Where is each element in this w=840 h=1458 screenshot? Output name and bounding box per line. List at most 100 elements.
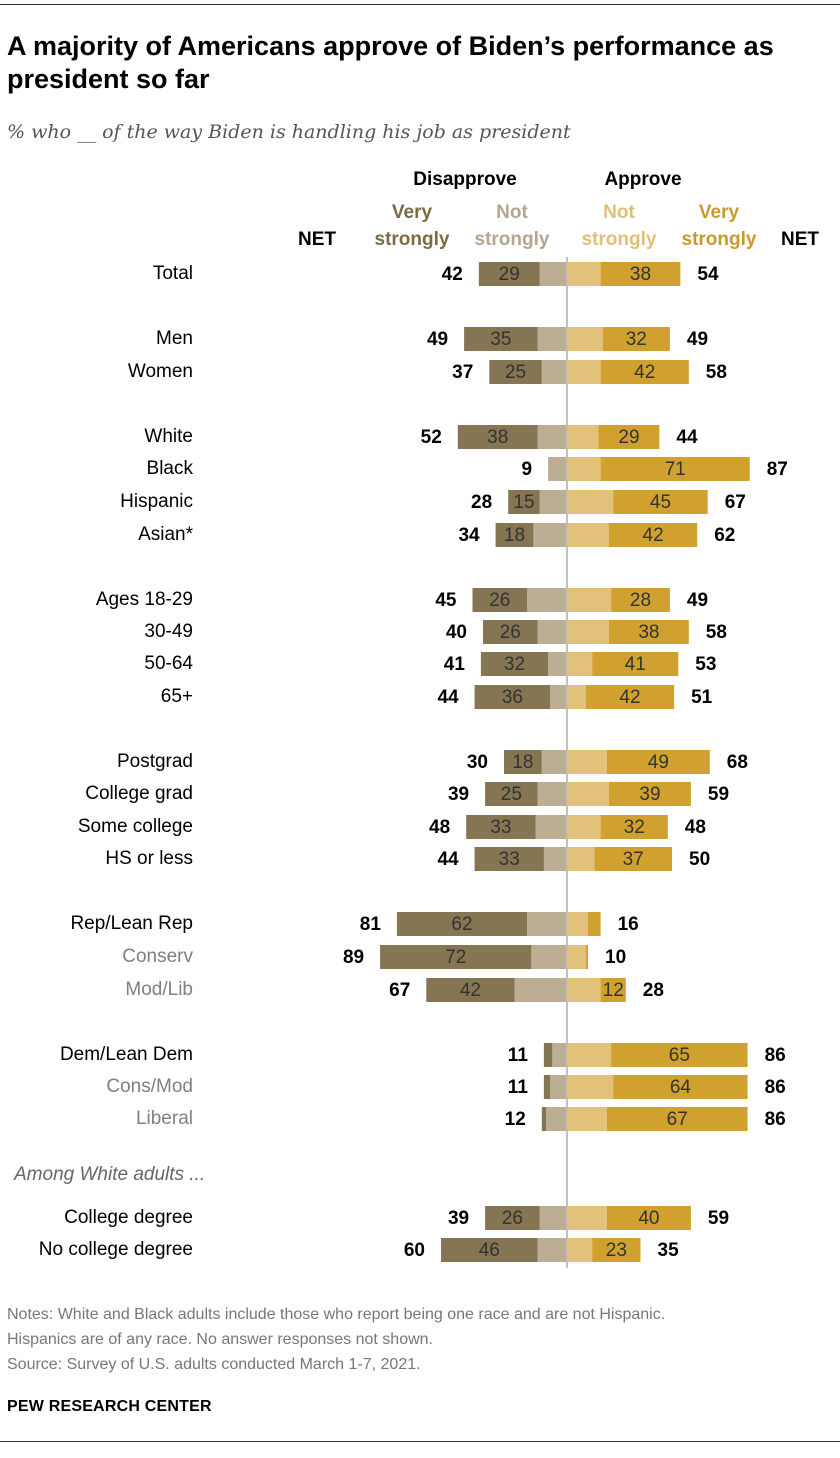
header-net-left: NET xyxy=(298,229,336,250)
bar-app-not-total xyxy=(567,262,601,286)
bar-app-very-white xyxy=(598,425,660,449)
row-label-postgrad: Postgrad xyxy=(117,751,193,772)
label-dis-net-conserv: 89 xyxy=(343,947,364,968)
bar-app-very-some-college xyxy=(600,815,668,839)
bar-dis-very-men xyxy=(464,327,538,351)
bar-dis-very-liberal xyxy=(541,1107,546,1131)
bar-dis-not-some-college xyxy=(535,815,567,839)
bar-dis-not-asian- xyxy=(533,523,567,547)
bar-app-very-65- xyxy=(585,685,675,709)
label-dis-very-men: 35 xyxy=(490,329,511,350)
row-label-some-college: Some college xyxy=(78,816,193,837)
label-app-net-cons-mod: 86 xyxy=(765,1077,786,1098)
label-app-very-black: 71 xyxy=(665,459,686,480)
label-dis-net-white: 52 xyxy=(421,427,442,448)
bar-app-very-no-college-degree xyxy=(592,1238,641,1262)
label-dis-very-college-degree: 26 xyxy=(502,1208,523,1229)
row-label-total: Total xyxy=(153,263,193,284)
bar-app-not-hispanic xyxy=(567,490,614,514)
bar-app-not-black xyxy=(567,457,601,481)
bar-app-very-hs-or-less xyxy=(594,847,672,871)
row-label-hs-or-less: HS or less xyxy=(105,848,193,869)
label-app-very-men: 32 xyxy=(626,329,647,350)
header-approve: Approve xyxy=(604,169,681,190)
bar-dis-not-men xyxy=(537,327,567,351)
row-label-50-64: 50-64 xyxy=(144,653,193,674)
bar-app-very-college-grad xyxy=(609,782,691,806)
label-dis-net-college-grad: 39 xyxy=(448,784,469,805)
bar-app-not-college-grad xyxy=(567,782,609,806)
label-dis-net-college-degree: 39 xyxy=(448,1208,469,1229)
label-app-very-some-college: 32 xyxy=(624,817,645,838)
bar-dis-not-50-64 xyxy=(548,652,567,676)
bar-app-not-ages-18-29 xyxy=(567,588,612,612)
label-app-net-total: 54 xyxy=(697,264,719,285)
label-app-net-no-college-degree: 35 xyxy=(658,1240,680,1261)
label-app-very-postgrad: 49 xyxy=(648,752,669,773)
bar-dis-not-total xyxy=(539,262,567,286)
label-dis-net-65-: 44 xyxy=(437,687,459,708)
bar-app-not-30-49 xyxy=(567,620,609,644)
bar-app-not-cons-mod xyxy=(567,1075,614,1099)
bar-dis-very-ages-18-29 xyxy=(472,588,528,612)
row-label-cons-mod: Cons/Mod xyxy=(106,1076,193,1097)
chart-subtitle: % who __ of the way Biden is handling hi… xyxy=(7,121,571,143)
label-app-very-white: 29 xyxy=(618,427,639,448)
label-app-net-white: 44 xyxy=(676,427,698,448)
bar-dis-very-dem-lean-dem xyxy=(543,1043,553,1067)
label-app-net-30-49: 58 xyxy=(706,622,727,643)
label-app-very-college-grad: 39 xyxy=(639,784,660,805)
header-dis-very-strongly-line2: strongly xyxy=(375,229,450,250)
bar-app-not-women xyxy=(567,360,601,384)
bar-dis-very-postgrad xyxy=(504,750,542,774)
section-label-white-adults: Among White adults ... xyxy=(13,1164,205,1185)
bar-dis-very-30-49 xyxy=(483,620,538,644)
bar-app-not-men xyxy=(567,327,603,351)
row-label-black: Black xyxy=(147,458,194,479)
label-app-net-rep-lean-rep: 16 xyxy=(618,914,639,935)
chart-title: A majority of Americans approve of Biden… xyxy=(7,31,774,94)
row-label-liberal: Liberal xyxy=(136,1108,193,1129)
notes-line-2: Hispanics are of any race. No answer res… xyxy=(7,1331,433,1348)
row-label-30-49: 30-49 xyxy=(144,621,193,642)
bar-app-not-mod-lib xyxy=(567,978,601,1002)
row-label-white: White xyxy=(144,426,193,447)
bar-app-very-cons-mod xyxy=(613,1075,748,1099)
bar-dis-very-hispanic xyxy=(508,490,540,514)
bar-dis-not-65- xyxy=(550,685,567,709)
label-app-net-black: 87 xyxy=(767,459,788,480)
label-dis-very-rep-lean-rep: 62 xyxy=(451,914,472,935)
bar-dis-very-50-64 xyxy=(480,652,549,676)
label-dis-very-some-college: 33 xyxy=(490,817,511,838)
label-app-very-no-college-degree: 23 xyxy=(606,1240,627,1261)
label-dis-net-some-college: 48 xyxy=(429,817,450,838)
pew-brand: PEW RESEARCH CENTER xyxy=(7,1398,212,1415)
label-dis-very-asian-: 18 xyxy=(504,525,525,546)
bar-app-very-rep-lean-rep xyxy=(588,912,601,936)
label-dis-net-asian-: 34 xyxy=(458,525,480,546)
label-app-very-50-64: 41 xyxy=(625,654,646,675)
label-app-net-hs-or-less: 50 xyxy=(689,849,710,870)
bar-dis-very-65- xyxy=(474,685,551,709)
label-app-very-30-49: 38 xyxy=(638,622,659,643)
bar-dis-not-30-49 xyxy=(537,620,567,644)
top-rule xyxy=(0,4,840,5)
bar-dis-very-college-degree xyxy=(485,1206,540,1230)
header-app-not-strongly-line1: Not xyxy=(603,202,635,223)
label-dis-net-ages-18-29: 45 xyxy=(435,590,457,611)
header-app-very-strongly-line1: Very xyxy=(699,202,740,223)
notes-line-1: Notes: White and Black adults include th… xyxy=(7,1306,666,1323)
label-app-net-college-degree: 59 xyxy=(708,1208,729,1229)
bar-app-not-postgrad xyxy=(567,750,607,774)
bar-app-very-mod-lib xyxy=(600,978,626,1002)
label-dis-net-dem-lean-dem: 11 xyxy=(508,1045,529,1066)
bar-app-not-some-college xyxy=(567,815,601,839)
header-app-very-strongly-line2: strongly xyxy=(682,229,757,250)
bar-app-not-50-64 xyxy=(567,652,593,676)
bar-app-not-65- xyxy=(567,685,586,709)
bar-app-very-men xyxy=(602,327,670,351)
bar-dis-very-college-grad xyxy=(485,782,538,806)
row-label-mod-lib: Mod/Lib xyxy=(125,979,193,1000)
label-dis-net-men: 49 xyxy=(427,329,448,350)
label-app-very-hispanic: 45 xyxy=(650,492,671,513)
